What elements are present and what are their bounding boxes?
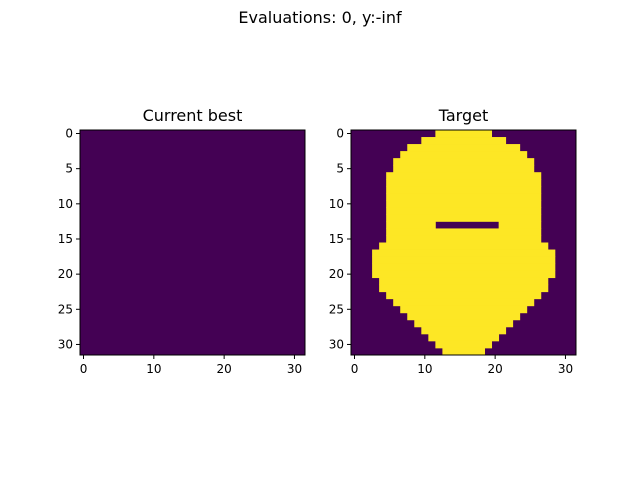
x-tick-label: 20 [217,362,232,376]
x-tick-label: 30 [287,362,302,376]
heatmap-cell-run [386,186,542,194]
y-axis-target: 0 5 10 15 20 25 30 [329,127,351,351]
x-tick-label: 0 [351,362,359,376]
heatmap-cell-run [428,333,500,342]
heatmap-cell-run [393,158,535,166]
heatmap-cell-run [498,221,542,229]
axes-frame-current-best [79,129,306,356]
heatmap-cell-run [386,179,542,187]
panel-target: Target 0 10 20 30 0 5 10 15 20 25 30 [329,106,577,376]
heatmap-cell-run [407,312,521,321]
heatmap-cell-run [393,165,535,173]
panel-title-target: Target [438,106,489,125]
y-tick-label: 0 [336,127,344,141]
y-tick-label: 15 [58,232,73,246]
y-axis-current-best: 0 5 10 15 20 25 30 [58,127,80,351]
x-tick-label: 0 [80,362,88,376]
x-tick-label: 20 [488,362,503,376]
heatmap-cell-run [386,172,542,180]
heatmap-target [351,130,576,356]
x-tick-label: 30 [558,362,573,376]
y-tick-label: 10 [329,197,344,211]
y-tick-label: 10 [58,197,73,211]
y-tick-label: 0 [65,127,73,141]
heatmap-cell-run [379,242,549,250]
y-tick-label: 20 [58,267,73,281]
heatmap-background-current-best [80,130,305,355]
x-tick-label: 10 [417,362,432,376]
x-axis-current-best: 0 10 20 30 [80,355,302,376]
heatmap-cell-run [400,305,528,314]
heatmap-cell-run [386,193,542,201]
heatmap-cell-run [435,130,493,138]
heatmap-cell-run [421,326,507,335]
y-tick-label: 25 [58,302,73,316]
heatmap-cell-run [372,270,556,279]
heatmap-cell-run [386,200,542,208]
y-tick-label: 5 [65,162,73,176]
heatmap-cell-run [400,151,528,159]
heatmap-cell-run [372,256,556,264]
y-tick-label: 20 [329,267,344,281]
heatmap-cell-run [386,235,542,243]
y-tick-label: 15 [329,232,344,246]
heatmap-cell-run [372,263,556,272]
heatmap-cell-run [379,284,549,293]
heatmap-cell-run [407,144,521,152]
heatmap-cell-run [372,249,556,257]
y-tick-label: 30 [58,337,73,351]
heatmap-cell-run [414,319,514,328]
panel-current-best: Current best 0 10 20 30 0 5 10 15 20 25 30 [58,106,306,376]
heatmap-cell-run [386,228,542,236]
heatmap-cell-run [386,221,436,229]
y-tick-label: 30 [329,337,344,351]
heatmap-current-best [80,130,305,355]
heatmap-cell-run [442,347,485,356]
panel-title-current-best: Current best [143,106,243,125]
heatmap-cell-run [386,214,542,222]
heatmap-cell-run [435,340,493,349]
heatmap-cell-run [393,298,535,307]
axes-frame-target [350,129,577,356]
y-tick-label: 25 [329,302,344,316]
heatmap-cell-run [421,137,507,145]
x-tick-label: 10 [146,362,161,376]
figure-title: Evaluations: 0, y:-inf [238,8,402,27]
heatmap-cell-run [386,207,542,215]
x-axis-target: 0 10 20 30 [351,355,573,376]
heatmap-cell-run [386,291,542,300]
heatmap-cell-run [379,277,549,286]
y-tick-label: 5 [336,162,344,176]
